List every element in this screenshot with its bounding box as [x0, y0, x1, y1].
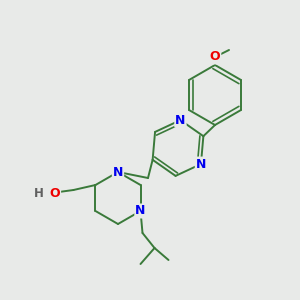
Text: N: N [175, 114, 186, 127]
Text: H: H [34, 187, 44, 200]
Text: O: O [210, 50, 220, 64]
Text: N: N [135, 205, 146, 218]
Text: N: N [113, 166, 123, 178]
Text: N: N [196, 158, 206, 171]
Text: O: O [50, 187, 60, 200]
